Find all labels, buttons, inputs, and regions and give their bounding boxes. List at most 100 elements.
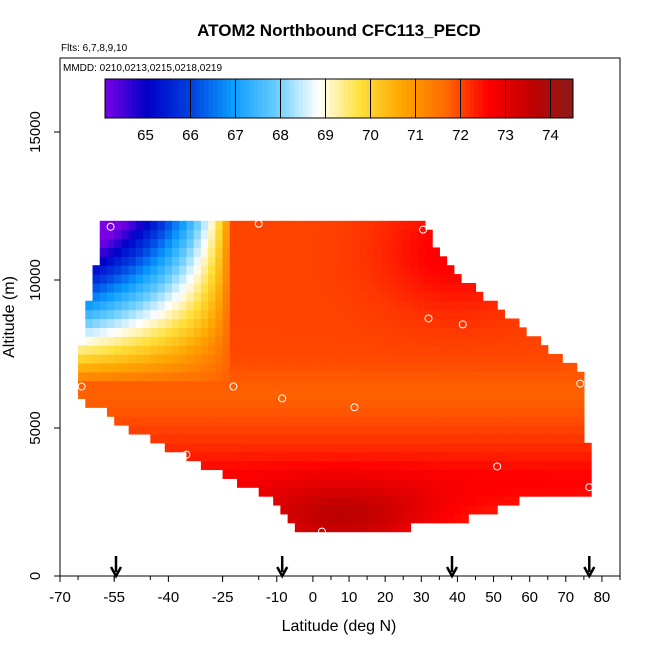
field-cell: [294, 274, 303, 284]
field-cell: [475, 371, 484, 382]
field-cell: [237, 442, 245, 453]
field-cell: [150, 238, 159, 249]
field-cell: [78, 362, 86, 373]
field-cell: [200, 282, 209, 293]
field-cell: [403, 398, 412, 408]
field-cell: [511, 389, 520, 399]
field-cell: [446, 380, 455, 391]
field-cell: [251, 460, 260, 471]
field-cell: [309, 256, 318, 266]
field-cell: [583, 478, 592, 488]
field-cell: [287, 300, 296, 311]
field-cell: [518, 478, 527, 488]
field-cell: [157, 282, 166, 293]
field-cell: [280, 487, 289, 497]
field-cell: [287, 371, 296, 382]
field-cell: [157, 371, 166, 382]
field-cell: [106, 291, 115, 302]
field-cell: [294, 496, 303, 506]
field-cell: [208, 371, 216, 382]
field-cell: [417, 247, 426, 257]
field-cell: [273, 291, 281, 302]
colorbar-swatch: [370, 79, 376, 118]
field-cell: [417, 318, 426, 328]
field-cell: [482, 487, 491, 497]
field-cell: [468, 380, 477, 391]
field-cell: [410, 504, 419, 515]
field-cell: [554, 425, 563, 435]
field-cell: [265, 318, 274, 328]
field-cell: [193, 380, 202, 391]
field-cell: [374, 336, 383, 346]
field-cell: [251, 425, 260, 435]
field-cell: [410, 389, 419, 399]
field-cell: [229, 238, 238, 249]
field-cell: [367, 265, 375, 275]
field-cell: [273, 496, 281, 506]
field-cell: [381, 229, 390, 240]
field-cell: [367, 220, 375, 231]
field-cell: [258, 300, 267, 311]
field-cell: [381, 265, 390, 275]
field-cell: [489, 362, 498, 373]
field-cell: [526, 407, 534, 417]
colorbar-swatch: [150, 79, 155, 118]
field-cell: [432, 362, 440, 373]
field-cell: [439, 425, 448, 435]
field-cell: [381, 522, 390, 533]
field-cell: [345, 496, 354, 506]
field-cell: [424, 336, 433, 346]
field-cell: [432, 451, 440, 462]
field-cell: [143, 327, 151, 337]
field-cell: [424, 362, 433, 373]
field-cell: [417, 265, 426, 275]
field-cell: [85, 398, 94, 408]
field-cell: [482, 469, 491, 479]
field-cell: [453, 291, 462, 302]
field-cell: [287, 469, 296, 479]
colorbar-swatch: [168, 79, 173, 118]
field-cell: [273, 433, 281, 444]
field-cell: [179, 229, 188, 240]
field-cell: [273, 460, 281, 471]
field-cell: [229, 380, 238, 391]
colorbar-swatch: [339, 79, 344, 118]
field-cell: [302, 354, 310, 364]
field-cell: [251, 309, 260, 320]
field-cell: [215, 425, 224, 435]
field-cell: [511, 451, 520, 462]
field-cell: [121, 229, 130, 240]
field-cell: [135, 336, 144, 346]
colorbar-swatch: [118, 79, 124, 118]
field-cell: [280, 247, 289, 257]
field-cell: [446, 504, 455, 515]
colorbar-swatch: [343, 79, 349, 118]
field-cell: [302, 247, 310, 257]
field-cell: [417, 300, 426, 311]
field-cell: [121, 247, 130, 257]
field-cell: [396, 274, 404, 284]
field-cell: [143, 309, 151, 320]
field-cell: [193, 238, 202, 249]
colorbar-swatch: [114, 79, 119, 118]
sample-point: [278, 394, 287, 403]
field-cell: [323, 513, 332, 524]
field-cell: [367, 282, 375, 293]
field-cell: [489, 433, 498, 444]
field-cell: [265, 371, 274, 382]
field-cell: [200, 425, 209, 435]
field-cell: [78, 354, 86, 364]
field-cell: [150, 265, 159, 275]
field-cell: [562, 451, 571, 462]
field-cell: [432, 496, 440, 506]
field-cell: [280, 265, 289, 275]
field-cell: [403, 265, 412, 275]
field-cell: [251, 389, 260, 399]
field-cell: [237, 433, 245, 444]
field-cell: [569, 478, 578, 488]
field-cell: [244, 327, 253, 337]
field-cell: [302, 442, 310, 453]
field-cell: [453, 318, 462, 328]
x-tick-label: 70: [557, 589, 574, 606]
field-cell: [157, 362, 166, 373]
